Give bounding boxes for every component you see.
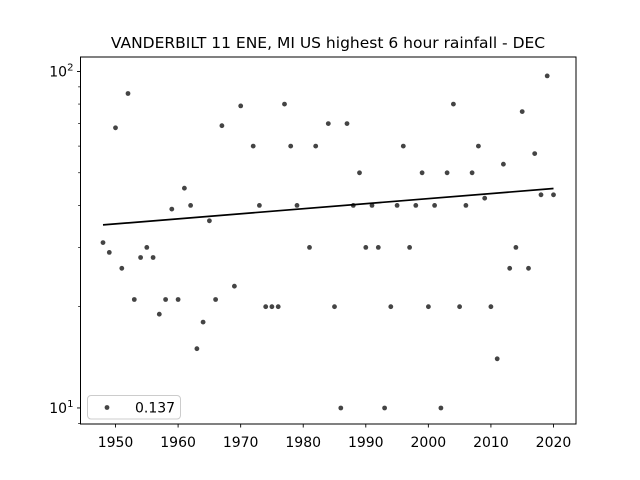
scatter-point [413, 203, 419, 208]
scatter-point [263, 304, 269, 310]
scatter-point [538, 192, 544, 198]
scatter-point [144, 245, 150, 250]
scatter-point [476, 143, 481, 149]
scatter-point [294, 203, 300, 208]
legend: 0.137 [87, 395, 181, 420]
scatter-point [257, 203, 262, 208]
scatter-point [457, 304, 462, 310]
y-tick-label: 102 [49, 62, 73, 80]
scatter-point [106, 250, 112, 255]
scatter-point [444, 170, 450, 176]
scatter-point [469, 170, 475, 176]
scatter-point [282, 101, 287, 107]
scatter-point [313, 143, 319, 149]
legend-label: 0.137 [135, 401, 175, 417]
scatter-point [200, 319, 206, 325]
x-axis: 1950 1960 1970 1980 1990 2000 2010 2020 [98, 424, 572, 451]
x-tick-label: 2000 [411, 435, 447, 451]
x-tick-label: 1990 [348, 435, 384, 451]
scatter-point [138, 255, 144, 260]
scatter-point [519, 109, 525, 114]
scatter-point [156, 311, 162, 317]
scatter-point [188, 203, 194, 208]
scatter-point [407, 245, 412, 250]
x-tick-label: 1970 [223, 435, 259, 451]
scatter-point [194, 346, 200, 352]
legend-box [87, 395, 181, 420]
scatter-points [100, 73, 556, 411]
scatter-point [432, 203, 437, 208]
scatter-point [325, 121, 331, 126]
scatter-point [288, 143, 294, 149]
scatter-point [494, 356, 500, 362]
y-tick-label: 101 [49, 399, 73, 417]
x-tick-label: 1960 [160, 435, 196, 451]
scatter-point [488, 304, 494, 310]
scatter-point [551, 192, 556, 198]
scatter-point [269, 304, 275, 310]
scatter-point [344, 121, 350, 126]
scatter-point [182, 185, 187, 191]
scatter-point [501, 161, 506, 167]
scatter-point [100, 240, 106, 246]
scatter-point [513, 245, 519, 250]
scatter-point [232, 283, 237, 289]
scatter-point [394, 203, 400, 208]
scatter-point [238, 103, 244, 109]
x-tick-label: 1950 [98, 435, 134, 451]
scatter-point [175, 297, 181, 302]
scatter-point [388, 304, 394, 310]
chart-title: VANDERBILT 11 ENE, MI US highest 6 hour … [111, 34, 545, 52]
scatter-point [357, 170, 362, 176]
scatter-point [482, 195, 488, 201]
scatter-point [375, 245, 381, 250]
scatter-point [131, 297, 137, 302]
scatter-point [219, 123, 225, 129]
scatter-point [163, 297, 169, 302]
scatter-point [507, 265, 513, 271]
scatter-point [169, 206, 175, 212]
scatter-point [419, 170, 425, 176]
scatter-point [332, 304, 337, 310]
y-axis: 101 102 [49, 62, 81, 424]
scatter-point [532, 151, 538, 157]
scatter-point [150, 255, 156, 260]
x-tick-label: 2010 [473, 435, 509, 451]
scatter-point [451, 101, 456, 107]
scatter-point [363, 245, 369, 250]
x-tick-label: 2020 [536, 435, 572, 451]
plot-area [80, 56, 577, 425]
legend-marker-icon [104, 405, 110, 410]
scatter-point [207, 218, 212, 224]
x-tick-label: 1980 [285, 435, 321, 451]
scatter-point [275, 304, 281, 310]
scatter-point [250, 143, 256, 149]
scatter-point [526, 265, 531, 271]
scatter-point [369, 203, 375, 208]
scatter-point [119, 265, 125, 271]
scatter-point [307, 245, 312, 250]
scatter-point [400, 143, 406, 149]
trend-line [102, 187, 554, 226]
scatter-point [125, 91, 131, 96]
scatter-point [463, 203, 469, 208]
scatter-point [213, 297, 219, 302]
scatter-point [113, 125, 118, 131]
scatter-point [426, 304, 431, 310]
scatter-point [438, 405, 444, 411]
scatter-point [544, 73, 550, 79]
scatter-point [338, 405, 344, 411]
scatter-point [382, 405, 387, 411]
